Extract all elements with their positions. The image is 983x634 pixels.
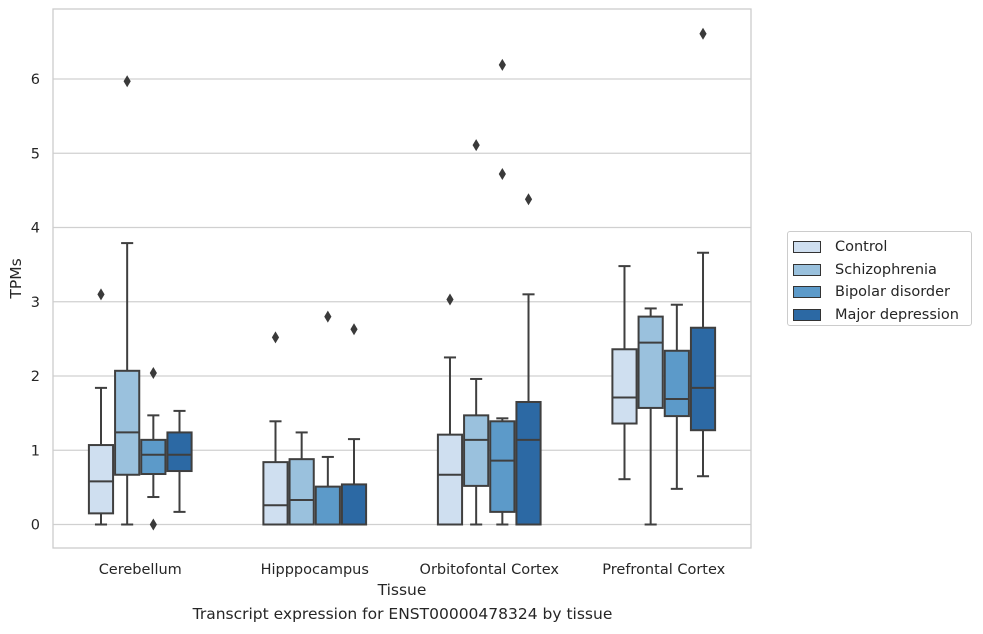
y-tick-label: 1 [31,443,40,459]
y-tick-label: 2 [31,369,40,385]
box [436,433,464,526]
x-tick-label: Orbitofontal Cortex [420,562,560,578]
y-axis-label: TPMs [7,258,25,299]
box [114,369,141,476]
outlier-point [699,27,707,40]
box [637,315,664,409]
box [87,444,115,515]
legend-item: Control [793,236,971,259]
legend-label: Control [835,239,888,256]
legend-label: Major depression [835,306,959,323]
legend-swatch [793,241,821,254]
legend-swatch [793,308,821,321]
outlier-point [271,331,280,344]
outlier-point [472,139,480,152]
chart-caption: Transcript expression for ENST0000047832… [192,605,613,623]
plot-frame [52,8,752,549]
outlier-point [498,58,506,71]
box [288,458,315,526]
legend-swatch [793,263,821,276]
outlier-point [123,75,131,88]
box [663,349,690,418]
box [463,414,490,487]
chart-legend: Control Schizophrenia Bipolar disorder Majo… [787,231,972,326]
legend-label: Schizophrenia [835,261,937,278]
box [515,400,542,526]
box [314,485,341,526]
y-tick-label: 6 [31,72,40,88]
box [262,461,289,526]
y-tick-label: 4 [31,221,40,237]
outlier-point [524,193,533,206]
box [140,438,167,476]
outlier-point [350,323,358,336]
x-tick-label: Cerebellum [99,562,182,578]
y-tick-label: 3 [31,295,40,311]
outlier-point [498,168,506,181]
y-tick-label: 5 [31,146,40,162]
y-tick-label: 0 [31,518,40,534]
outlier-point [324,310,332,323]
outlier-point [446,293,454,306]
legend-item: Major depression [793,304,971,327]
outlier-point [97,288,105,301]
outlier-point [149,367,157,380]
legend-label: Bipolar disorder [835,284,950,301]
box [689,326,717,432]
box [489,420,516,513]
box [166,431,193,473]
x-tick-label: Prefrontal Cortex [602,562,725,578]
outlier-point [149,518,157,531]
box [611,348,638,425]
legend-item: Schizophrenia [793,259,971,282]
legend-item: Bipolar disorder [793,281,971,304]
box [340,483,368,526]
legend-swatch [793,286,821,299]
x-axis-label: Tissue [377,581,427,599]
x-tick-label: Hipppocampus [261,562,369,578]
